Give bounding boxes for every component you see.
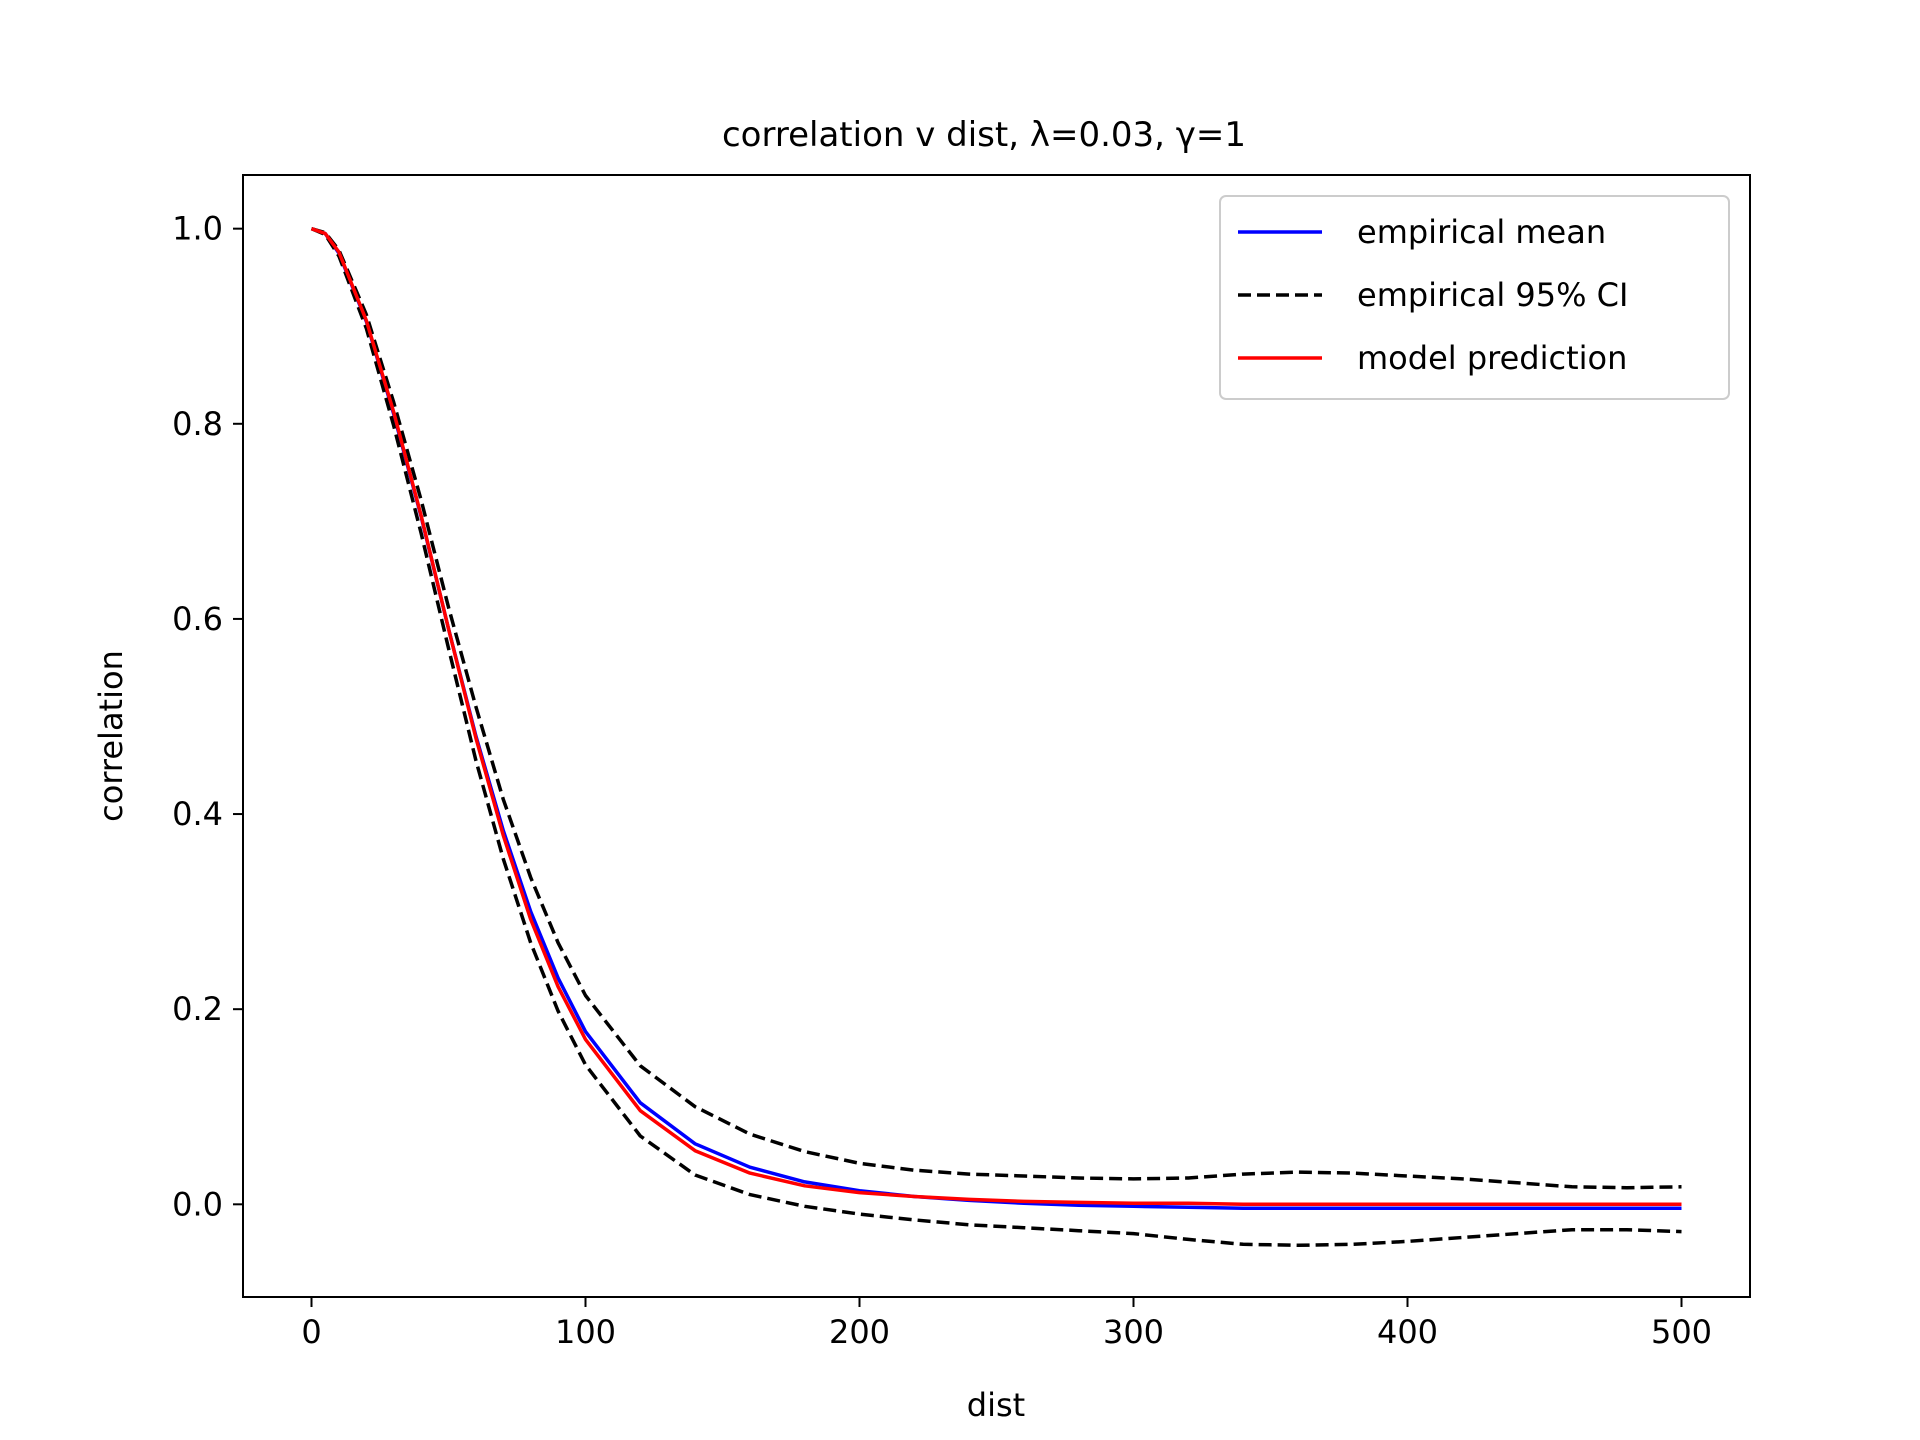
series-line-4 [310,227,1682,1207]
legend-label: empirical 95% CI [1357,276,1628,314]
y-tick-label: 1.0 [172,210,223,248]
x-tick-label: 300 [1103,1313,1164,1351]
x-tick-label: 0 [301,1313,321,1351]
y-tick-label: 0.2 [172,990,223,1028]
x-tick-label: 500 [1651,1313,1712,1351]
plot-frame [242,174,1751,1298]
legend-box [1219,195,1730,400]
x-axis-ticks: 0 100 200 300 400 500 [301,1297,1712,1351]
x-tick-label: 100 [555,1313,616,1351]
y-axis-label: correlation [92,650,130,822]
chart-title: correlation v dist, λ=0.03, γ=1 [722,115,1246,155]
y-tick-label: 0.4 [172,795,223,833]
y-tick-label: 0.8 [172,405,223,443]
legend: empirical mean empirical 95% CI model pred… [1219,195,1730,400]
y-axis-ticks: 0.0 0.2 0.4 0.6 0.8 1.0 [172,210,243,1223]
x-tick-label: 400 [1377,1313,1438,1351]
legend-label: model prediction [1357,339,1627,377]
series-layer [310,227,1682,1248]
legend-label: empirical mean [1357,213,1606,251]
y-tick-label: 0.0 [172,1185,223,1223]
x-tick-label: 200 [829,1313,890,1351]
series-line-3 [310,227,1682,1248]
x-axis-label: dist [967,1386,1025,1424]
y-tick-label: 0.6 [172,600,223,638]
series-line-2 [311,227,1682,1190]
